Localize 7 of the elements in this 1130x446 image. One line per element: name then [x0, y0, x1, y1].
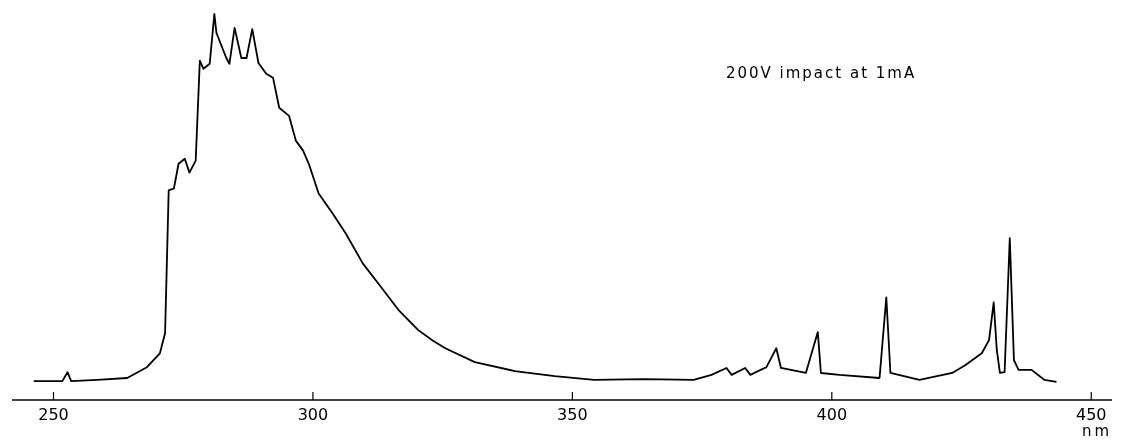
- x-tick-label: 350: [557, 405, 588, 424]
- x-axis-title: nm: [1081, 422, 1112, 440]
- x-tick-label: 300: [297, 405, 329, 424]
- x-tick-label: 400: [816, 405, 848, 424]
- x-tick-label: 250: [38, 405, 69, 424]
- annotation: 200V impact at 1mA: [725, 64, 917, 82]
- x-tick-label: 450: [1075, 405, 1107, 424]
